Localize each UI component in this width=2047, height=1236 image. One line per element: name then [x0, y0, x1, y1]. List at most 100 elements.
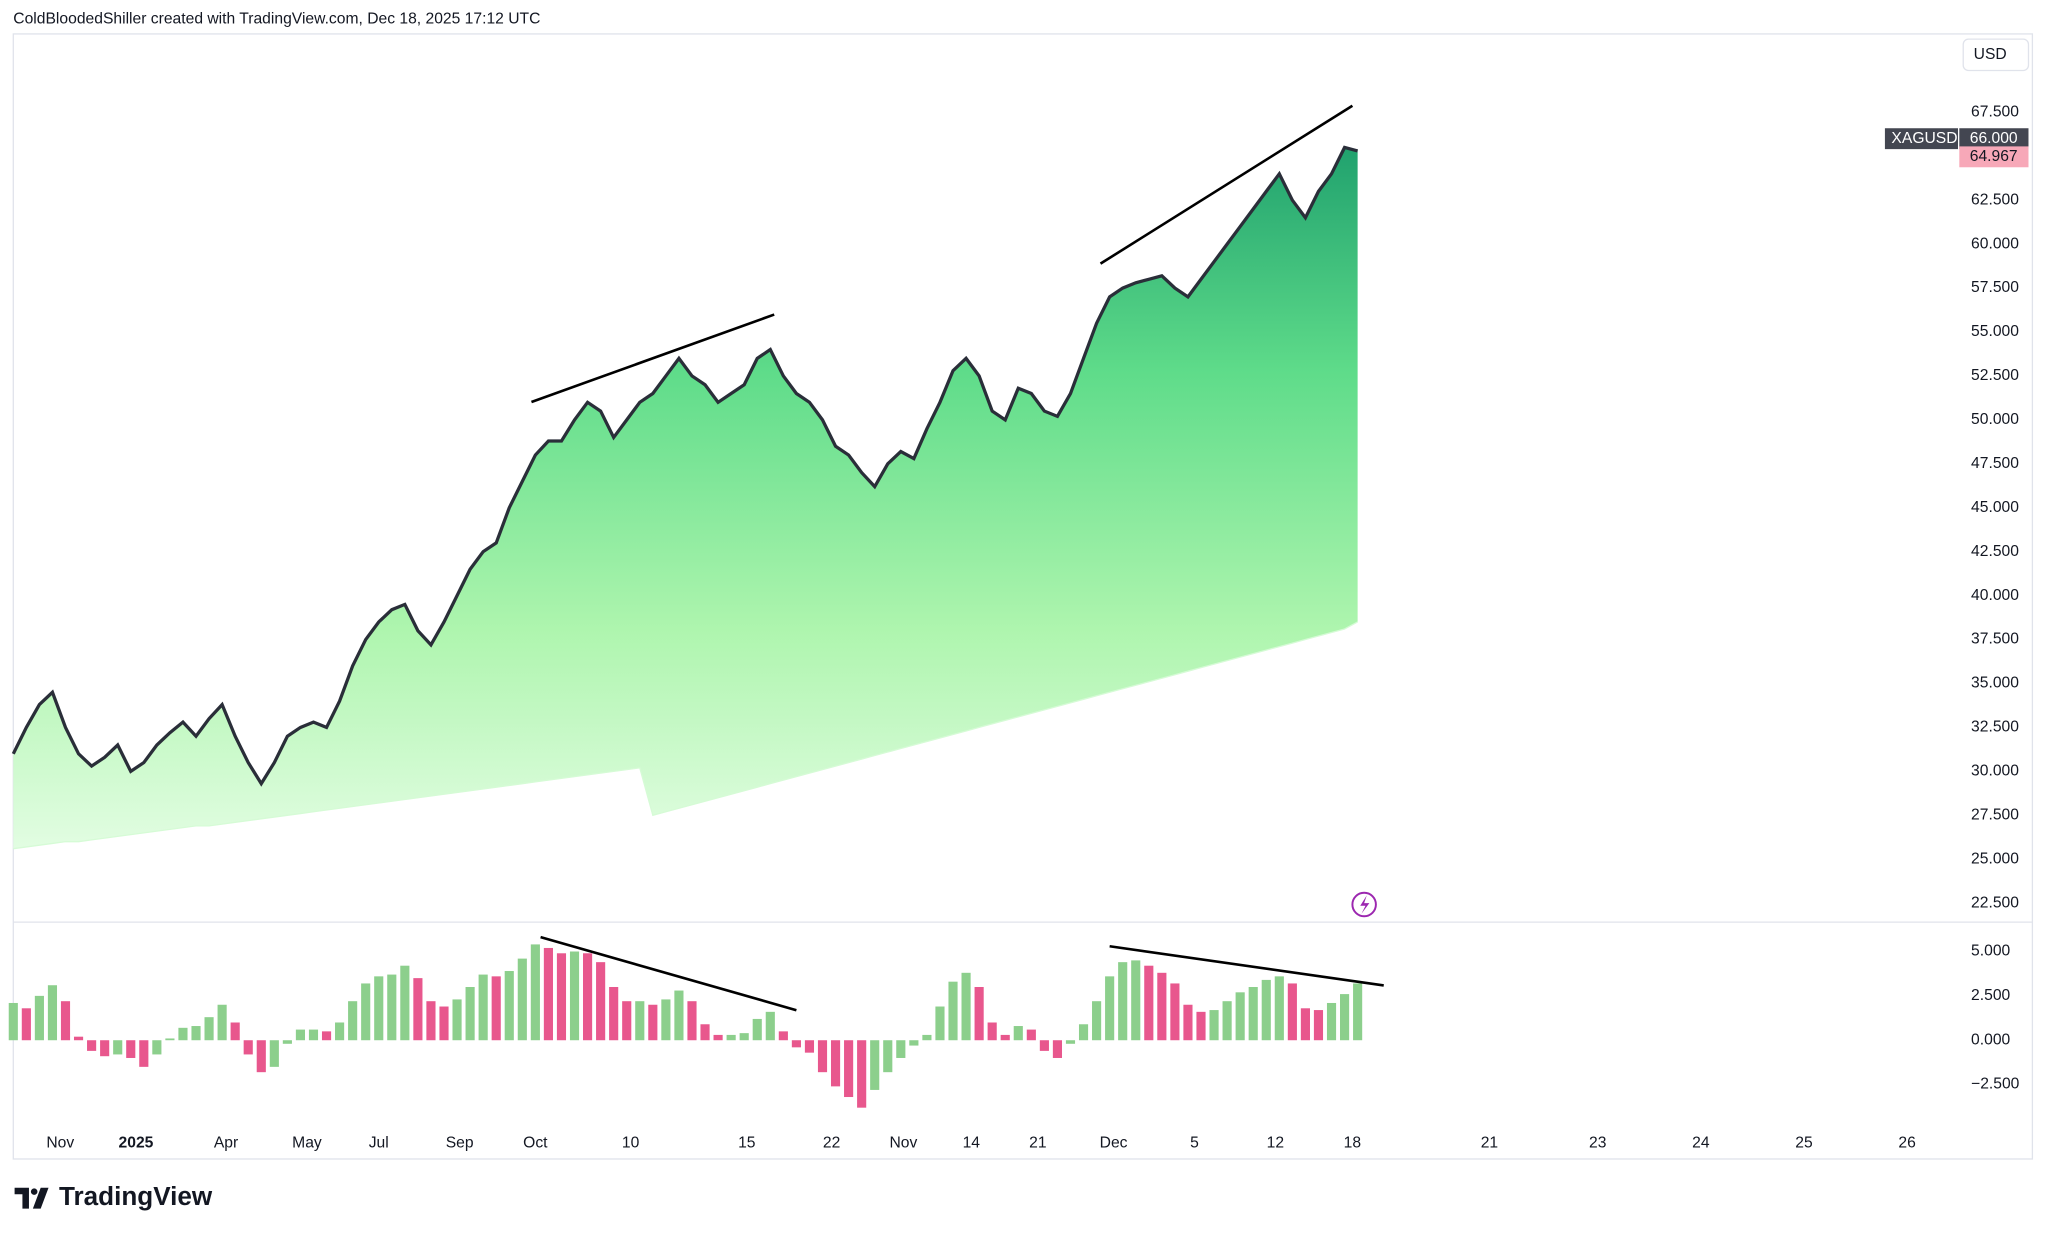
histogram-bar — [139, 1040, 149, 1067]
histogram-bar — [243, 1040, 253, 1055]
histogram-bar — [844, 1040, 854, 1098]
y-tick-label: 67.500 — [1971, 103, 2019, 120]
symbol-label: XAGUSD — [1891, 130, 1957, 147]
x-tick-label: 15 — [738, 1134, 756, 1151]
histogram-bar — [517, 958, 527, 1041]
histogram-bar — [504, 971, 514, 1041]
histogram-bar — [830, 1040, 841, 1087]
x-tick-label: Sep — [446, 1134, 474, 1151]
histogram-bar — [556, 953, 567, 1041]
histogram-bar — [569, 951, 580, 1041]
symbol-label-bg — [1884, 128, 1959, 150]
histogram-bar — [426, 1001, 436, 1041]
histogram-bar — [269, 1040, 279, 1067]
histogram-bar — [1170, 983, 1180, 1041]
currency: USD — [1974, 46, 2007, 63]
price-line — [11, 145, 1359, 787]
histogram-bar — [400, 965, 410, 1041]
x-tick-label: 26 — [1898, 1134, 1916, 1151]
histogram-bar — [361, 983, 371, 1041]
histogram-bar — [935, 1006, 945, 1041]
y-tick-label: 42.500 — [1971, 543, 2019, 560]
histogram-bar — [687, 1001, 697, 1041]
alert-bolt — [1360, 895, 1370, 914]
y-tick-label: 25.000 — [1971, 850, 2019, 867]
histogram-bar — [1157, 972, 1167, 1041]
histogram-bar — [178, 1027, 188, 1041]
logo-icon — [14, 1187, 49, 1209]
y-tick-label: 5.000 — [1971, 943, 2010, 960]
x-tick-label: 24 — [1692, 1134, 1710, 1151]
histogram-bar — [817, 1040, 828, 1073]
histogram-bar — [87, 1040, 97, 1051]
histogram-bar — [295, 1029, 306, 1041]
x-tick-label: Dec — [1100, 1134, 1128, 1151]
histogram-bar — [230, 1022, 240, 1041]
x-tick-label: 2025 — [119, 1134, 154, 1151]
histogram-bar — [622, 1001, 632, 1041]
y-tick-label: 45.000 — [1971, 499, 2019, 516]
histogram-bar — [152, 1040, 162, 1055]
histogram-bar — [73, 1036, 84, 1041]
histogram-bar — [491, 976, 501, 1041]
x-tick-label: May — [292, 1134, 322, 1151]
histogram-bar — [726, 1034, 736, 1041]
frame — [12, 33, 2034, 1160]
histogram-bar — [857, 1040, 867, 1108]
header: ColdBloodedShiller created with TradingV… — [13, 11, 540, 28]
histogram-bar — [896, 1040, 906, 1058]
histogram-bar — [765, 1011, 775, 1041]
histogram-bar — [1222, 1001, 1232, 1041]
x-tick-label: Nov — [890, 1134, 918, 1151]
x-tick-label: 21 — [1029, 1134, 1046, 1151]
histogram-bar — [348, 1001, 358, 1041]
histogram-bar — [256, 1040, 266, 1073]
histogram-bar — [478, 974, 488, 1041]
histogram-bar — [961, 972, 971, 1041]
histogram-bar — [1131, 960, 1141, 1041]
currency-button[interactable] — [1962, 38, 2030, 72]
x-tick-label: 18 — [1344, 1134, 1362, 1151]
ribbon-floor — [13, 621, 1358, 850]
y-tick-label: 37.500 — [1971, 631, 2019, 648]
histogram-bar — [1274, 976, 1284, 1041]
logo-text: TradingView — [59, 1181, 213, 1211]
alert-icon[interactable] — [1351, 891, 1377, 918]
histogram-bar — [674, 990, 684, 1041]
histogram-bar — [1000, 1034, 1010, 1041]
x-tick-label: Apr — [214, 1134, 238, 1151]
histogram-bar — [1209, 1010, 1219, 1041]
y-tick-label: 60.000 — [1971, 235, 2019, 252]
y-tick-label: 50.000 — [1971, 411, 2019, 428]
price-label: 66.000 — [1970, 130, 2018, 147]
histogram-bar — [1326, 1002, 1337, 1041]
histogram-bar — [648, 1004, 658, 1041]
y-tick-label: 35.000 — [1971, 675, 2019, 692]
y-tick-label: 0.000 — [1971, 1031, 2010, 1048]
histogram-bar — [47, 985, 58, 1041]
histogram-bar — [1248, 986, 1258, 1041]
x-tick-label: 10 — [622, 1134, 640, 1151]
histogram-bar — [282, 1040, 292, 1044]
histogram-bar — [883, 1040, 893, 1073]
histogram-bar — [1300, 1008, 1310, 1041]
histogram-bar — [1196, 1011, 1206, 1041]
y-tick-label: 32.500 — [1971, 719, 2019, 736]
y-tick-label: 2.500 — [1971, 987, 2010, 1004]
histogram-bar — [635, 1001, 645, 1041]
histogram-bar — [452, 999, 462, 1041]
histogram-bar — [596, 962, 606, 1041]
histogram-bar — [321, 1031, 332, 1041]
histogram-bar — [374, 976, 384, 1041]
x-tick-label: 12 — [1267, 1134, 1284, 1151]
histogram-bar — [543, 947, 553, 1041]
y-tick-label: 30.000 — [1971, 763, 2019, 780]
histogram-bar — [987, 1022, 997, 1041]
x-tick-label: 23 — [1589, 1134, 1607, 1151]
x-tick-label: 21 — [1481, 1134, 1498, 1151]
trend-line — [540, 935, 797, 1012]
price-label-bg — [1959, 146, 2029, 168]
histogram-bar — [1261, 979, 1271, 1041]
histogram-bar — [465, 986, 475, 1041]
